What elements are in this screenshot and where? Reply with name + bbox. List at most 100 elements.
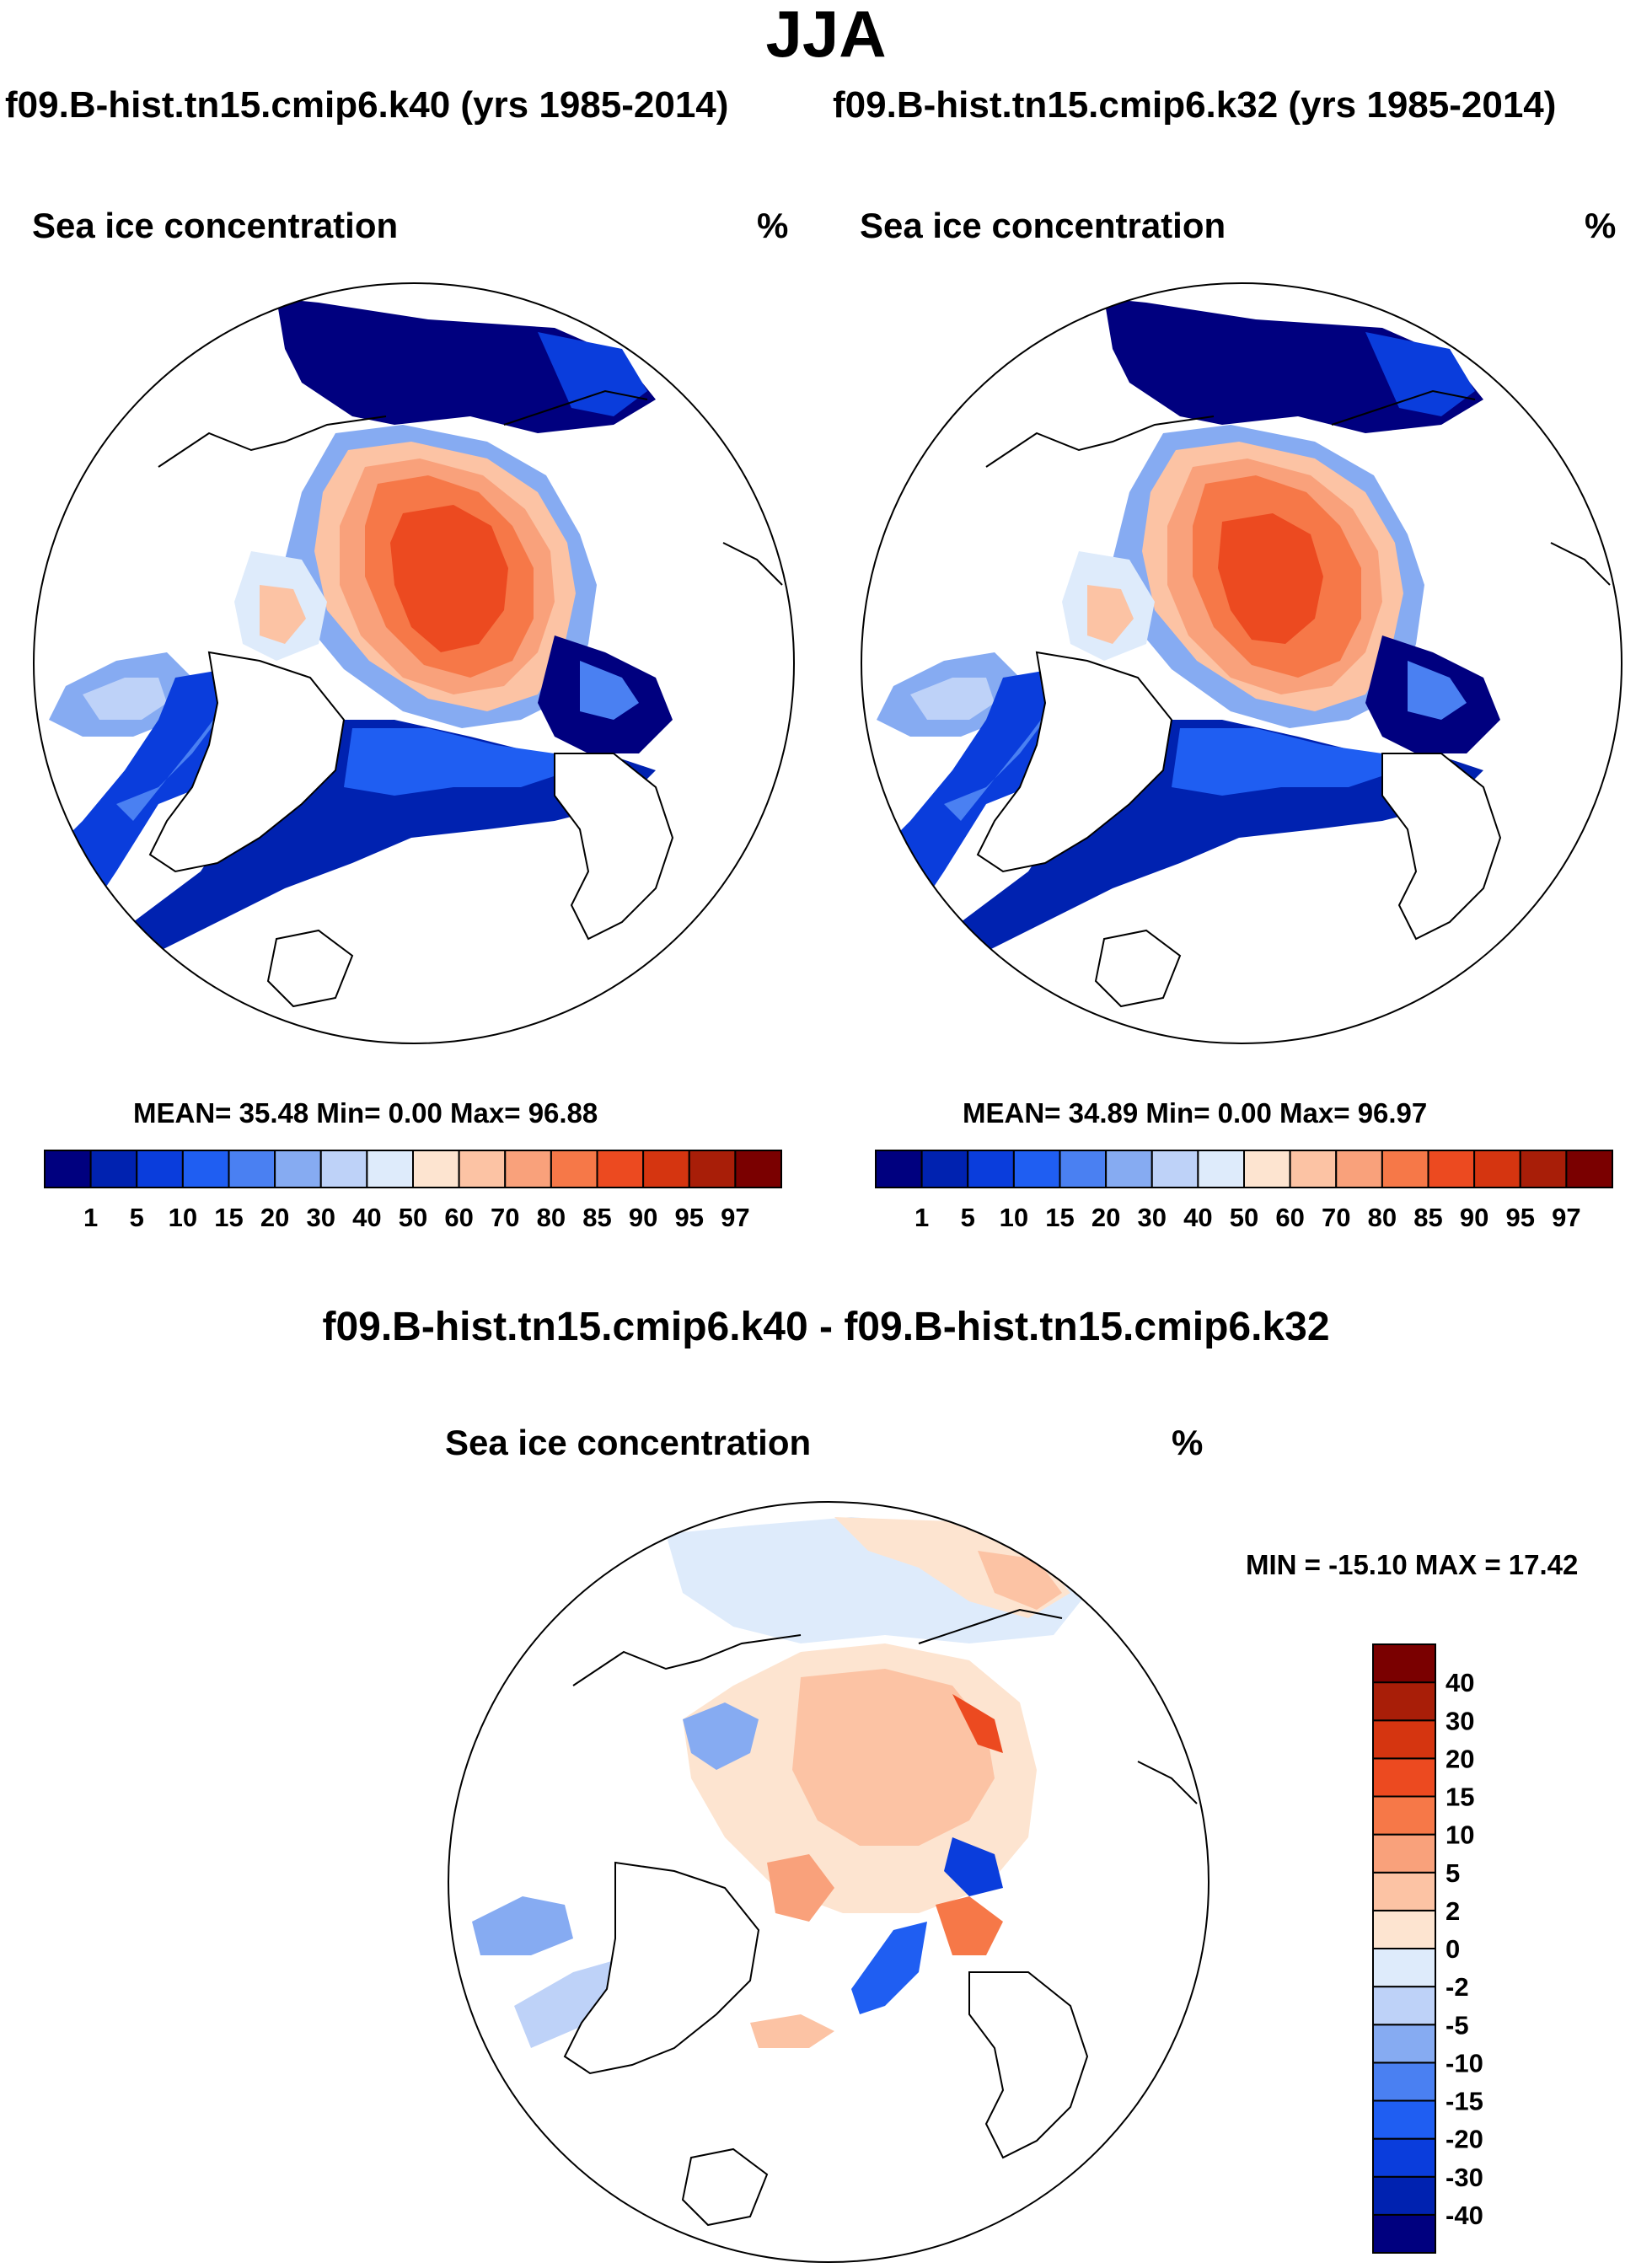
colorbar-swatch xyxy=(1372,1833,1436,1874)
colorbar-tick-label: 40 xyxy=(1183,1203,1212,1232)
colorbar-tick-label: 20 xyxy=(1092,1203,1120,1232)
colorbar-swatch xyxy=(1381,1150,1429,1188)
colorbar-swatch xyxy=(1372,1948,1436,1988)
colorbar-tick-label: 95 xyxy=(675,1203,704,1232)
colorbar-tick-label: 30 xyxy=(1138,1203,1167,1232)
colorbar-swatch xyxy=(642,1150,690,1188)
colorbar-swatch xyxy=(1197,1150,1245,1188)
figure-title: JJA xyxy=(765,0,887,71)
colorbar-tick-label: 70 xyxy=(1322,1203,1350,1232)
colorbar-swatch xyxy=(1105,1150,1153,1188)
colorbar-tick-label: 85 xyxy=(1413,1203,1442,1232)
colorbar-swatch xyxy=(412,1150,460,1188)
colorbar-swatch xyxy=(504,1150,552,1188)
pacific-ice-right xyxy=(1104,298,1483,433)
colorbar-swatch xyxy=(875,1150,923,1188)
mean-label-right: MEAN= xyxy=(963,1097,1061,1129)
colorbar-swatch xyxy=(1150,1150,1199,1188)
colorbar-left: 1 5 10 15 20 30 40 50 60 70 80 85 90 95 97 xyxy=(44,1150,782,1232)
colorbar-swatch xyxy=(1473,1150,1521,1188)
colorbar-swatch xyxy=(1243,1150,1291,1188)
colorbar-tick-label: 10 xyxy=(169,1203,197,1232)
colorbar-swatch xyxy=(319,1150,368,1188)
colorbar-tick-label: -20 xyxy=(1446,2125,1483,2154)
colorbar-tick-label: 15 xyxy=(214,1203,243,1232)
colorbar-swatch xyxy=(1372,1986,1436,2026)
colorbar-tick-label: -15 xyxy=(1446,2087,1483,2116)
colorbar-tick-label: 60 xyxy=(1275,1203,1304,1232)
colorbar-swatch xyxy=(228,1150,276,1188)
colorbar-tick-label: 50 xyxy=(1230,1203,1258,1232)
colorbar-swatch xyxy=(1372,1681,1436,1722)
colorbar-tick-label: 10 xyxy=(1000,1203,1028,1232)
units-label-left: % xyxy=(757,206,789,245)
colorbar-tick-label: 30 xyxy=(1446,1706,1474,1735)
colorbar-tick-label: 90 xyxy=(629,1203,657,1232)
colorbar-tick-label: 20 xyxy=(1446,1744,1474,1773)
colorbar-tick-label: 40 xyxy=(352,1203,381,1232)
colorbar-swatch xyxy=(1565,1150,1613,1188)
colorbar-swatch xyxy=(1427,1150,1476,1188)
colorbar-tick-label: 5 xyxy=(961,1203,975,1232)
colorbar-swatch xyxy=(1372,1795,1436,1836)
colorbar-tick-label: 1 xyxy=(914,1203,929,1232)
mean-label-left: MEAN= xyxy=(133,1097,232,1129)
greenland-right xyxy=(976,651,1173,873)
colorbar-swatch xyxy=(596,1150,645,1188)
units-label-diff: % xyxy=(1172,1423,1204,1462)
colorbar-swatch xyxy=(1519,1150,1568,1188)
min-value-right: 0.00 xyxy=(1217,1097,1272,1129)
colorbar-swatch xyxy=(1372,1757,1436,1798)
colorbar-swatch xyxy=(920,1150,969,1188)
difference-title: f09.B-hist.tn15.cmip6.k40 - f09.B-hist.t… xyxy=(322,1305,1330,1349)
colorbar-swatch xyxy=(1372,1719,1436,1760)
colorbar-tick-label: -10 xyxy=(1446,2048,1483,2078)
max-label-right: Max= xyxy=(1279,1097,1350,1129)
colorbar-swatch xyxy=(274,1150,322,1188)
colorbar-swatch xyxy=(1372,1871,1436,1911)
colorbar-swatch xyxy=(136,1150,184,1188)
field-label-diff: Sea ice concentration xyxy=(445,1423,812,1462)
colorbar-swatch xyxy=(366,1150,414,1188)
field-label-left: Sea ice concentration xyxy=(32,206,399,245)
map-right xyxy=(861,282,1622,1044)
colorbar-tick-label: 97 xyxy=(1552,1203,1580,1232)
colorbar-tick-label: 15 xyxy=(1045,1203,1074,1232)
colorbar-swatch xyxy=(1059,1150,1108,1188)
colorbar-swatch xyxy=(734,1150,782,1188)
units-label-right: % xyxy=(1585,206,1617,245)
greenland-left xyxy=(148,651,346,873)
colorbar-tick-label: 5 xyxy=(1446,1858,1460,1888)
colorbar-swatch xyxy=(1372,1643,1436,1684)
colorbar-tick-label: 5 xyxy=(130,1203,144,1232)
colorbar-swatch xyxy=(89,1150,138,1188)
colorbar-tick-label: 10 xyxy=(1446,1820,1474,1850)
colorbar-swatch xyxy=(458,1150,507,1188)
min-value-left: 0.00 xyxy=(388,1097,442,1129)
colorbar-swatch xyxy=(1289,1150,1338,1188)
field-label-right: Sea ice concentration xyxy=(860,206,1226,245)
colorbar-tick-label: 85 xyxy=(582,1203,611,1232)
colorbar-tick-label: 90 xyxy=(1460,1203,1488,1232)
mean-value-left: 35.48 xyxy=(239,1097,309,1129)
colorbar-swatch xyxy=(1372,1909,1436,1949)
colorbar-swatch xyxy=(1335,1150,1383,1188)
colorbar-swatch xyxy=(967,1150,1015,1188)
colorbar-tick-label: 70 xyxy=(491,1203,519,1232)
colorbar-tick-label: 95 xyxy=(1506,1203,1535,1232)
colorbar-tick-label: 0 xyxy=(1446,1934,1460,1964)
colorbar-swatch xyxy=(1372,2099,1436,2140)
colorbar-tick-label: 80 xyxy=(537,1203,566,1232)
colorbar-tick-label: -40 xyxy=(1446,2201,1483,2230)
colorbar-tick-label: 20 xyxy=(260,1203,289,1232)
max-label-left: Max= xyxy=(450,1097,521,1129)
max-value-left: 96.88 xyxy=(528,1097,598,1129)
colorbar-tick-label: -2 xyxy=(1446,1972,1469,2002)
colorbar-swatch xyxy=(688,1150,737,1188)
case-title-left: f09.B-hist.tn15.cmip6.k40 (yrs 1985-2014… xyxy=(5,84,729,126)
map-left xyxy=(33,282,795,1044)
colorbar-tick-label: 30 xyxy=(307,1203,335,1232)
colorbar-swatch xyxy=(181,1150,230,1188)
min-label-left: Min= xyxy=(316,1097,381,1129)
